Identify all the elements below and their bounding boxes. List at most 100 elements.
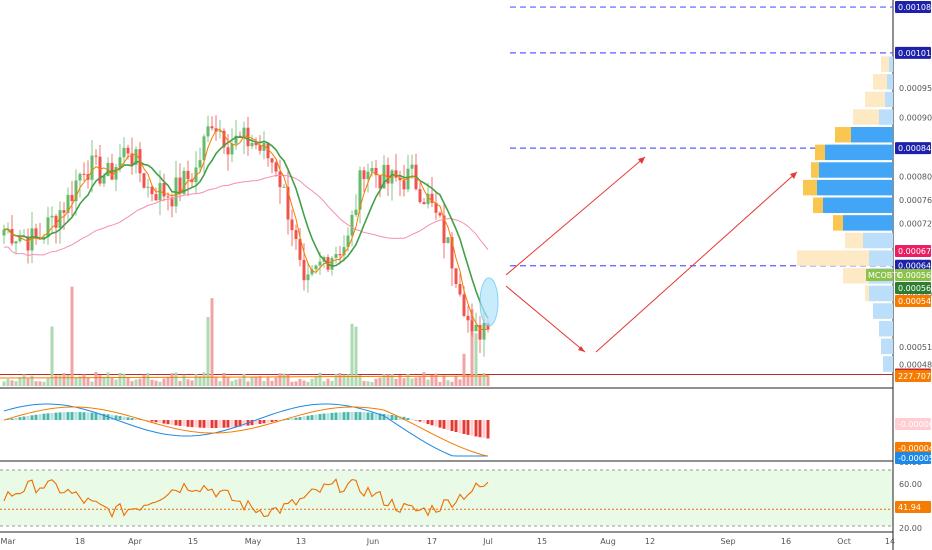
profile-bar <box>869 250 893 266</box>
candle-body <box>302 259 306 281</box>
candle-body <box>162 183 166 197</box>
candle-body <box>378 175 382 189</box>
macd-histogram-bar <box>226 420 230 428</box>
volume-bar <box>70 286 74 386</box>
volume-bar <box>366 381 370 386</box>
profile-bar <box>817 179 893 196</box>
macd-histogram-bar <box>170 420 174 425</box>
macd-histogram-bar <box>254 420 258 425</box>
candle-body <box>306 274 310 281</box>
price-tag: 0.000565 <box>898 271 932 280</box>
profile-bar <box>819 162 893 178</box>
macd-histogram-bar <box>450 420 454 431</box>
volume-bar <box>142 374 146 386</box>
profile-bar <box>885 91 893 108</box>
volume-bar <box>206 317 210 386</box>
macd-histogram-bar <box>426 420 430 425</box>
price-tag-bg <box>895 295 931 307</box>
price-tag-bg <box>895 142 931 155</box>
volume-bar <box>238 378 242 386</box>
volume-bar <box>326 378 330 386</box>
candle-body <box>226 147 230 155</box>
candle-body <box>286 186 290 220</box>
volume-bar <box>46 378 50 386</box>
candle-body <box>238 135 242 137</box>
volume-bar <box>58 375 62 386</box>
candle-body <box>370 167 374 172</box>
volume-bar <box>322 381 326 386</box>
macd-signal-line <box>3 406 489 457</box>
volume-bar <box>386 374 390 386</box>
candle-body <box>314 265 318 270</box>
macd-histogram-bar <box>482 420 486 438</box>
macd-histogram-bar <box>278 420 282 421</box>
volume-tag-bg <box>895 370 931 382</box>
arrow-head <box>638 157 645 164</box>
candle-body <box>262 142 266 151</box>
candle-body <box>458 284 462 295</box>
profile-bar <box>863 232 893 249</box>
candle-body <box>290 219 294 231</box>
x-tick-label: 16 <box>781 537 791 546</box>
candle-body <box>266 142 270 159</box>
macd-histogram-bar <box>138 419 142 420</box>
volume-bar <box>66 374 70 386</box>
macd-histogram-bar <box>354 412 358 420</box>
macd-histogram-bar <box>454 420 458 433</box>
volume-bar <box>406 374 410 386</box>
volume-bar <box>410 378 414 386</box>
macd-histogram-bar <box>374 413 378 420</box>
volume-bar <box>62 373 66 386</box>
macd-histogram-bar <box>194 420 198 428</box>
macd-histogram-bar <box>310 415 314 420</box>
candle-body <box>450 237 454 269</box>
volume-bar <box>246 381 250 386</box>
candle-body <box>434 202 438 213</box>
candle-body <box>222 130 226 148</box>
price-tag: 0.000545 <box>898 297 932 306</box>
candle-body <box>358 170 362 210</box>
candle-body <box>258 145 262 151</box>
macd-histogram-bar <box>126 417 130 420</box>
volume-bar <box>234 379 238 386</box>
profile-bar <box>889 56 893 72</box>
candle-body <box>418 189 422 203</box>
macd-tag: -0.000055 <box>898 454 932 463</box>
ma-fast-line <box>3 128 489 331</box>
x-axis-ticks: Mar 18 Apr 15 May 13 Jun 17 Jul 15 Aug 12 Sep 16 Oct 14 <box>0 537 895 546</box>
macd-histogram-bar <box>390 414 394 420</box>
profile-bar <box>811 162 819 178</box>
candle-body <box>338 254 342 256</box>
macd-histogram-bar <box>306 415 310 420</box>
volume-bar <box>130 381 134 386</box>
volume-bar <box>438 381 442 386</box>
macd-histogram-bar <box>38 414 42 420</box>
candle-body <box>78 173 82 181</box>
macd-histogram-bar <box>486 420 490 439</box>
macd-histogram-bar <box>210 420 214 428</box>
volume-bar <box>358 375 362 386</box>
volume-bar <box>162 378 166 386</box>
candle-body <box>442 215 446 244</box>
volume-bar <box>278 373 282 386</box>
macd-histogram-bar <box>470 420 474 436</box>
volume-bar <box>10 380 14 386</box>
candle-body <box>282 186 286 188</box>
candle-body <box>310 269 314 275</box>
candle-body <box>438 212 442 216</box>
macd-histogram-bar <box>270 420 274 422</box>
macd-histogram-bar <box>242 420 246 427</box>
x-tick-label: 18 <box>75 537 85 546</box>
candle-body <box>146 186 150 188</box>
ma-slow-line <box>3 174 489 257</box>
candle-body <box>234 135 238 144</box>
profile-bar <box>825 144 893 161</box>
candle-body <box>342 247 346 256</box>
rsi-tick-label: 60.00 <box>899 480 922 489</box>
volume-bar <box>446 380 450 386</box>
macd-histogram-bar <box>42 413 46 420</box>
rsi-tag: 41.94 <box>898 503 921 512</box>
volume-bar <box>474 333 478 386</box>
